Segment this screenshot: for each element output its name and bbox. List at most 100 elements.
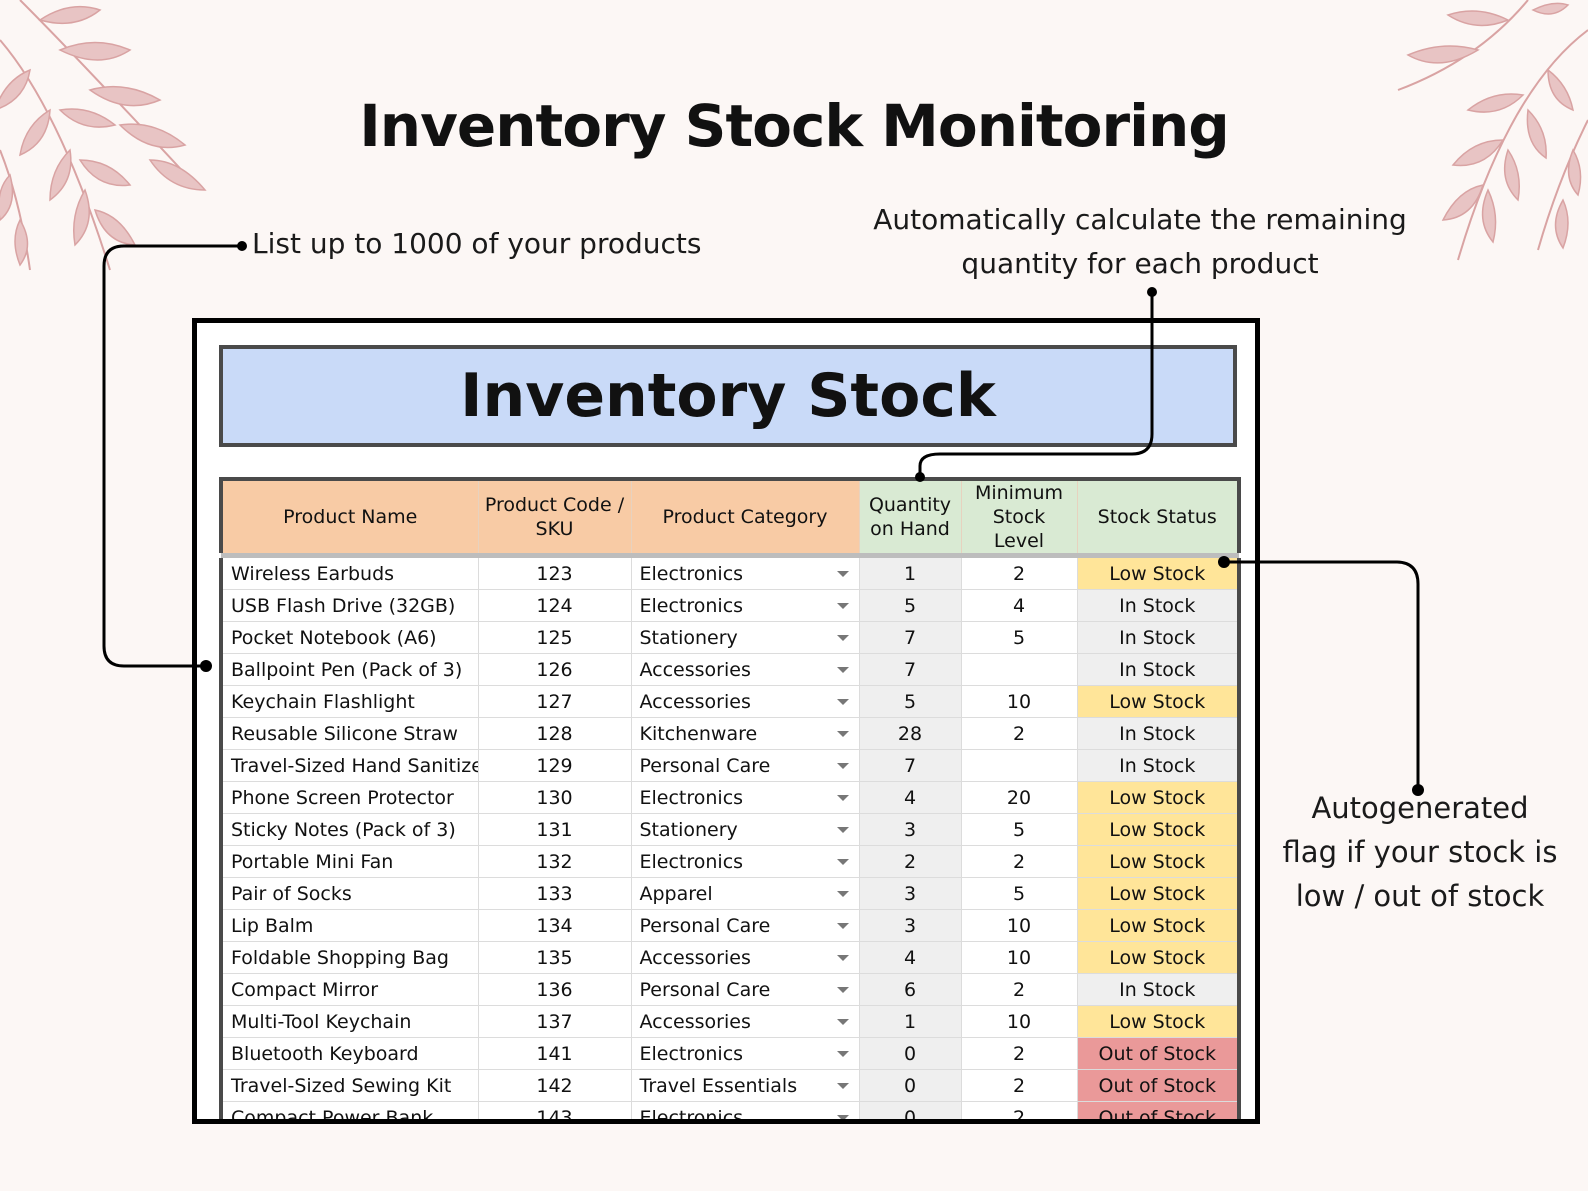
cell-quantity[interactable]: 5 (859, 589, 962, 622)
cell-sku[interactable]: 142 (478, 1069, 632, 1102)
cell-sku[interactable]: 132 (478, 845, 632, 878)
cell-category-dropdown[interactable]: Personal Care (631, 973, 860, 1006)
cell-sku[interactable]: 127 (478, 685, 632, 718)
cell-minimum-stock[interactable]: 5 (961, 877, 1078, 910)
dropdown-arrow-icon[interactable] (836, 667, 849, 673)
cell-quantity[interactable]: 7 (859, 621, 962, 654)
dropdown-arrow-icon[interactable] (836, 635, 849, 641)
cell-product-name[interactable]: Travel-Sized Sewing Kit (219, 1069, 479, 1102)
dropdown-arrow-icon[interactable] (836, 763, 849, 769)
dropdown-arrow-icon[interactable] (836, 699, 849, 705)
cell-category-dropdown[interactable]: Electronics (631, 589, 860, 622)
cell-category-dropdown[interactable]: Apparel (631, 877, 860, 910)
cell-minimum-stock[interactable]: 2 (961, 558, 1078, 590)
cell-product-name[interactable]: Pocket Notebook (A6) (219, 621, 479, 654)
cell-sku[interactable]: 137 (478, 1005, 632, 1038)
cell-product-name[interactable]: Travel-Sized Hand Sanitizer (219, 749, 479, 782)
cell-product-name[interactable]: Multi-Tool Keychain (219, 1005, 479, 1038)
header-minimum-stock-level[interactable]: Minimum Stock Level (961, 477, 1078, 553)
cell-sku[interactable]: 131 (478, 813, 632, 846)
cell-quantity[interactable]: 1 (859, 1005, 962, 1038)
cell-product-name[interactable]: Foldable Shopping Bag (219, 941, 479, 974)
dropdown-arrow-icon[interactable] (836, 603, 849, 609)
cell-quantity[interactable]: 0 (859, 1037, 962, 1070)
cell-quantity[interactable]: 3 (859, 813, 962, 846)
cell-sku[interactable]: 141 (478, 1037, 632, 1070)
dropdown-arrow-icon[interactable] (836, 923, 849, 929)
cell-quantity[interactable]: 3 (859, 909, 962, 942)
cell-sku[interactable]: 136 (478, 973, 632, 1006)
cell-product-name[interactable]: Portable Mini Fan (219, 845, 479, 878)
dropdown-arrow-icon[interactable] (836, 987, 849, 993)
cell-minimum-stock[interactable]: 5 (961, 813, 1078, 846)
cell-quantity[interactable]: 1 (859, 558, 962, 590)
cell-minimum-stock[interactable]: 2 (961, 717, 1078, 750)
cell-quantity[interactable]: 4 (859, 941, 962, 974)
cell-quantity[interactable]: 7 (859, 653, 962, 686)
cell-minimum-stock[interactable]: 10 (961, 909, 1078, 942)
cell-sku[interactable]: 135 (478, 941, 632, 974)
cell-minimum-stock[interactable]: 20 (961, 781, 1078, 814)
cell-category-dropdown[interactable]: Accessories (631, 1005, 860, 1038)
cell-quantity[interactable]: 7 (859, 749, 962, 782)
cell-minimum-stock[interactable]: 2 (961, 1037, 1078, 1070)
cell-quantity[interactable]: 5 (859, 685, 962, 718)
cell-category-dropdown[interactable]: Accessories (631, 653, 860, 686)
cell-quantity[interactable]: 28 (859, 717, 962, 750)
cell-category-dropdown[interactable]: Stationery (631, 621, 860, 654)
cell-product-name[interactable]: Sticky Notes (Pack of 3) (219, 813, 479, 846)
cell-quantity[interactable]: 0 (859, 1069, 962, 1102)
cell-category-dropdown[interactable]: Electronics (631, 781, 860, 814)
cell-sku[interactable]: 129 (478, 749, 632, 782)
cell-product-name[interactable]: Ballpoint Pen (Pack of 3) (219, 653, 479, 686)
cell-sku[interactable]: 123 (478, 558, 632, 590)
cell-minimum-stock[interactable]: 2 (961, 973, 1078, 1006)
cell-category-dropdown[interactable]: Personal Care (631, 909, 860, 942)
cell-product-name[interactable]: USB Flash Drive (32GB) (219, 589, 479, 622)
cell-quantity[interactable]: 3 (859, 877, 962, 910)
cell-sku[interactable]: 128 (478, 717, 632, 750)
cell-category-dropdown[interactable]: Travel Essentials (631, 1069, 860, 1102)
dropdown-arrow-icon[interactable] (836, 1019, 849, 1025)
cell-product-name[interactable]: Compact Mirror (219, 973, 479, 1006)
cell-category-dropdown[interactable]: Kitchenware (631, 717, 860, 750)
header-stock-status[interactable]: Stock Status (1077, 477, 1241, 553)
cell-quantity[interactable]: 6 (859, 973, 962, 1006)
cell-minimum-stock[interactable]: 4 (961, 589, 1078, 622)
cell-quantity[interactable]: 0 (859, 1101, 962, 1119)
cell-minimum-stock[interactable]: 2 (961, 845, 1078, 878)
cell-category-dropdown[interactable]: Personal Care (631, 749, 860, 782)
cell-sku[interactable]: 126 (478, 653, 632, 686)
cell-category-dropdown[interactable]: Accessories (631, 941, 860, 974)
cell-category-dropdown[interactable]: Electronics (631, 1037, 860, 1070)
cell-product-name[interactable]: Bluetooth Keyboard (219, 1037, 479, 1070)
dropdown-arrow-icon[interactable] (836, 1083, 849, 1089)
cell-sku[interactable]: 143 (478, 1101, 632, 1119)
cell-minimum-stock[interactable]: 10 (961, 685, 1078, 718)
cell-category-dropdown[interactable]: Electronics (631, 558, 860, 590)
cell-minimum-stock[interactable]: 2 (961, 1069, 1078, 1102)
cell-quantity[interactable]: 2 (859, 845, 962, 878)
cell-minimum-stock[interactable]: 5 (961, 621, 1078, 654)
cell-category-dropdown[interactable]: Accessories (631, 685, 860, 718)
dropdown-arrow-icon[interactable] (836, 859, 849, 865)
cell-sku[interactable]: 130 (478, 781, 632, 814)
cell-product-name[interactable]: Pair of Socks (219, 877, 479, 910)
dropdown-arrow-icon[interactable] (836, 1115, 849, 1119)
cell-sku[interactable]: 133 (478, 877, 632, 910)
cell-category-dropdown[interactable]: Electronics (631, 845, 860, 878)
cell-product-name[interactable]: Lip Balm (219, 909, 479, 942)
dropdown-arrow-icon[interactable] (836, 1051, 849, 1057)
cell-sku[interactable]: 124 (478, 589, 632, 622)
dropdown-arrow-icon[interactable] (836, 891, 849, 897)
header-product-name[interactable]: Product Name (219, 477, 479, 553)
dropdown-arrow-icon[interactable] (836, 571, 849, 577)
header-quantity-on-hand[interactable]: Quantity on Hand (859, 477, 962, 553)
cell-category-dropdown[interactable]: Stationery (631, 813, 860, 846)
dropdown-arrow-icon[interactable] (836, 955, 849, 961)
cell-minimum-stock[interactable] (961, 653, 1078, 686)
cell-product-name[interactable]: Wireless Earbuds (219, 558, 479, 590)
dropdown-arrow-icon[interactable] (836, 795, 849, 801)
cell-category-dropdown[interactable]: Electronics (631, 1101, 860, 1119)
cell-minimum-stock[interactable] (961, 749, 1078, 782)
